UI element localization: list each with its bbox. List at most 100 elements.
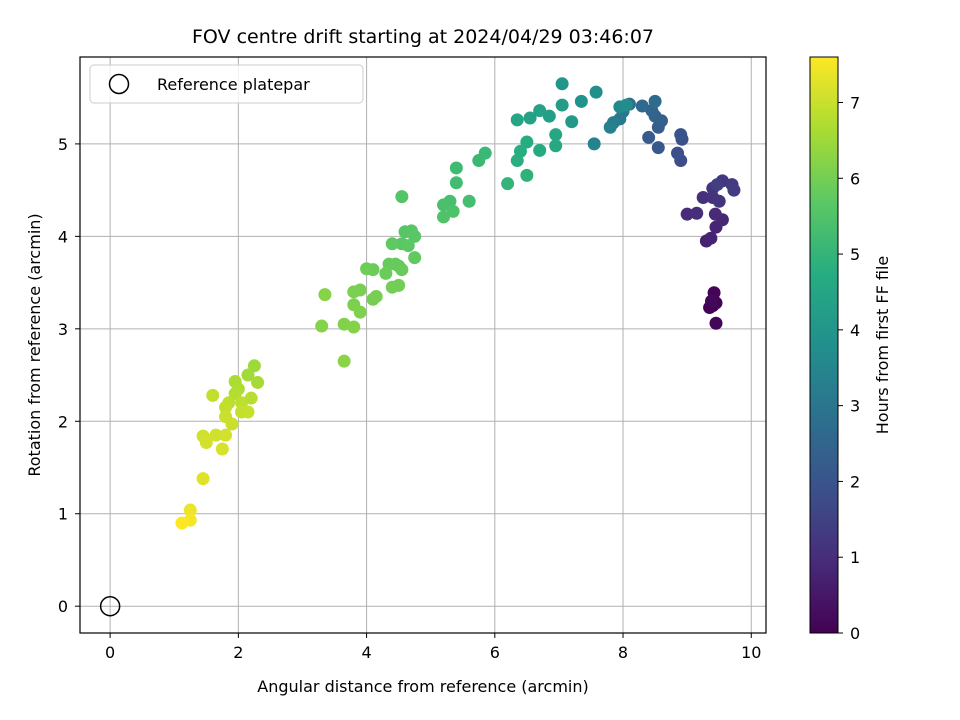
data-point — [708, 207, 722, 221]
data-point — [520, 168, 534, 182]
data-point — [241, 368, 255, 382]
colorbar-tick-label: 5 — [850, 245, 860, 264]
data-point — [228, 387, 242, 401]
data-point — [385, 280, 399, 294]
data-point — [241, 405, 255, 419]
data-point — [347, 320, 361, 334]
data-point — [408, 229, 422, 243]
data-point — [674, 128, 688, 142]
x-tick-label: 6 — [490, 643, 500, 662]
data-point — [565, 115, 579, 129]
data-point — [642, 130, 656, 144]
data-point — [587, 137, 601, 151]
data-point — [520, 135, 534, 149]
colorbar-tick-label: 0 — [850, 624, 860, 643]
y-tick-label: 2 — [58, 412, 68, 431]
y-axis-ticks: 0 1 2 3 4 5 — [58, 135, 80, 616]
colorbar-tick-label: 2 — [850, 472, 860, 491]
data-point — [574, 94, 588, 108]
data-point — [449, 161, 463, 175]
x-axis-ticks: 0 2 4 6 8 10 — [105, 633, 761, 662]
legend-box — [89, 64, 364, 104]
data-point — [462, 194, 476, 208]
data-point — [651, 141, 665, 155]
data-point — [648, 94, 662, 108]
data-point — [603, 120, 617, 134]
data-point — [523, 111, 537, 125]
data-point — [199, 436, 213, 450]
data-point — [704, 231, 718, 245]
chart-title: FOV centre drift starting at 2024/04/29 … — [192, 26, 654, 48]
data-point — [360, 262, 374, 276]
data-point — [472, 154, 486, 168]
data-point — [696, 191, 710, 205]
data-point — [235, 396, 249, 410]
data-point — [533, 143, 547, 157]
x-tick-label: 0 — [105, 643, 115, 662]
data-point — [183, 503, 197, 517]
colorbar — [809, 56, 839, 634]
data-point — [347, 285, 361, 299]
data-point — [369, 289, 383, 303]
data-point — [175, 516, 189, 530]
colorbar-tick-label: 3 — [850, 397, 860, 416]
data-point — [337, 354, 351, 368]
data-point — [501, 177, 515, 191]
data-point — [247, 359, 261, 373]
data-point — [437, 198, 451, 212]
data-point — [589, 85, 603, 99]
plot-frame — [79, 56, 767, 634]
data-point — [353, 305, 367, 319]
data-point — [215, 442, 229, 456]
colorbar-tick-label: 6 — [850, 169, 860, 188]
data-point — [555, 98, 569, 112]
x-axis-label: Angular distance from reference (arcmin) — [257, 677, 588, 696]
colorbar-tick-label: 7 — [850, 93, 860, 112]
legend: Reference platepar — [89, 64, 364, 104]
colorbar-label: Hours from first FF file — [873, 256, 892, 435]
data-point — [251, 375, 265, 389]
legend-open-circle-marker — [108, 73, 130, 95]
data-point — [225, 417, 239, 431]
data-point — [710, 178, 724, 192]
x-tick-label: 2 — [233, 643, 243, 662]
data-points — [175, 77, 741, 530]
y-tick-label: 0 — [58, 597, 68, 616]
data-point — [671, 146, 685, 160]
data-point — [542, 109, 556, 123]
data-point — [705, 294, 719, 308]
data-point — [709, 316, 723, 330]
data-point — [395, 263, 409, 277]
data-point — [385, 237, 399, 251]
data-point — [318, 288, 332, 302]
data-point — [549, 139, 563, 153]
colorbar-ticks: 0 1 2 3 4 5 6 7 — [838, 93, 860, 643]
y-tick-label: 1 — [58, 505, 68, 524]
grid — [80, 57, 766, 633]
data-point — [510, 113, 524, 127]
data-point — [680, 207, 694, 221]
colorbar-tick-label: 4 — [850, 321, 860, 340]
data-point — [244, 391, 258, 405]
x-tick-label: 8 — [618, 643, 628, 662]
data-point — [401, 239, 415, 253]
data-point — [727, 183, 741, 197]
y-axis-label: Rotation from reference (arcmin) — [25, 213, 44, 476]
data-point — [690, 206, 704, 220]
data-point — [712, 194, 726, 208]
data-point — [206, 388, 220, 402]
legend-label: Reference platepar — [157, 75, 310, 94]
data-point — [219, 428, 233, 442]
x-tick-label: 4 — [361, 643, 371, 662]
data-point — [555, 77, 569, 91]
x-tick-label: 10 — [741, 643, 761, 662]
y-tick-label: 4 — [58, 227, 68, 246]
data-point — [635, 99, 649, 113]
data-point — [379, 266, 393, 280]
data-point — [408, 251, 422, 265]
data-point — [219, 400, 233, 414]
data-point — [533, 104, 547, 118]
colorbar-tick-label: 1 — [850, 548, 860, 567]
data-point — [446, 204, 460, 218]
